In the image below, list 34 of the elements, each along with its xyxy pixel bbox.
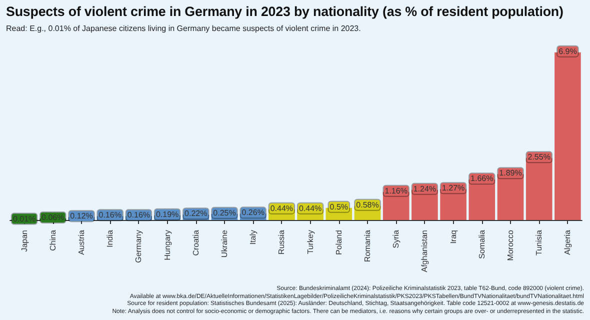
data-label: 1.24% <box>413 184 436 194</box>
data-label: 0.58% <box>356 200 379 210</box>
x-tick-label: Hungary <box>162 230 172 260</box>
data-label: 6.9% <box>558 46 577 56</box>
data-label: 0.44% <box>270 204 294 213</box>
x-tick-label: Ukraine <box>220 229 229 258</box>
data-label: 1.66% <box>470 174 494 184</box>
data-label: 0.44% <box>298 204 322 213</box>
x-tick-label: Turkey <box>306 230 315 254</box>
x-tick-label: Italy <box>248 230 258 245</box>
data-label: 1.16% <box>384 186 408 196</box>
x-tick-label: Russia <box>277 229 286 254</box>
x-tick-label: Algeria <box>563 229 572 255</box>
x-tick-label: Austria <box>77 229 86 255</box>
data-label: 0.01% <box>12 214 36 224</box>
x-tick-label: Syria <box>392 229 401 248</box>
x-tick-label: Afghanistan <box>420 230 430 272</box>
data-label: 2.55% <box>528 152 550 162</box>
x-tick-label: Iraq <box>448 230 458 244</box>
data-label: 0.5% <box>330 202 348 212</box>
x-tick-label: Morocco <box>506 229 515 261</box>
x-tick-label: Poland <box>334 230 344 255</box>
x-tick-label: India <box>106 229 115 248</box>
chart-title: Suspects of violent crime in Germany in 2023 by nationality (as % of resident population) <box>6 4 564 19</box>
x-tick-label: Somalia <box>477 229 486 259</box>
data-label: 1.27% <box>442 184 465 193</box>
x-tick-label: Croatia <box>191 229 200 256</box>
x-tick-label: Germany <box>134 230 144 263</box>
chart-subtitle: Read: E.g., 0.01% of Japanese citizens living in Germany became suspects of violent crime in 2023. <box>6 24 361 33</box>
x-tick-label: China <box>48 229 58 251</box>
data-label: 1.89% <box>499 168 522 178</box>
x-tick-label: Romania <box>363 229 372 262</box>
x-tick-label: Japan <box>20 230 29 252</box>
x-tick-label: Tunisia <box>534 229 544 256</box>
